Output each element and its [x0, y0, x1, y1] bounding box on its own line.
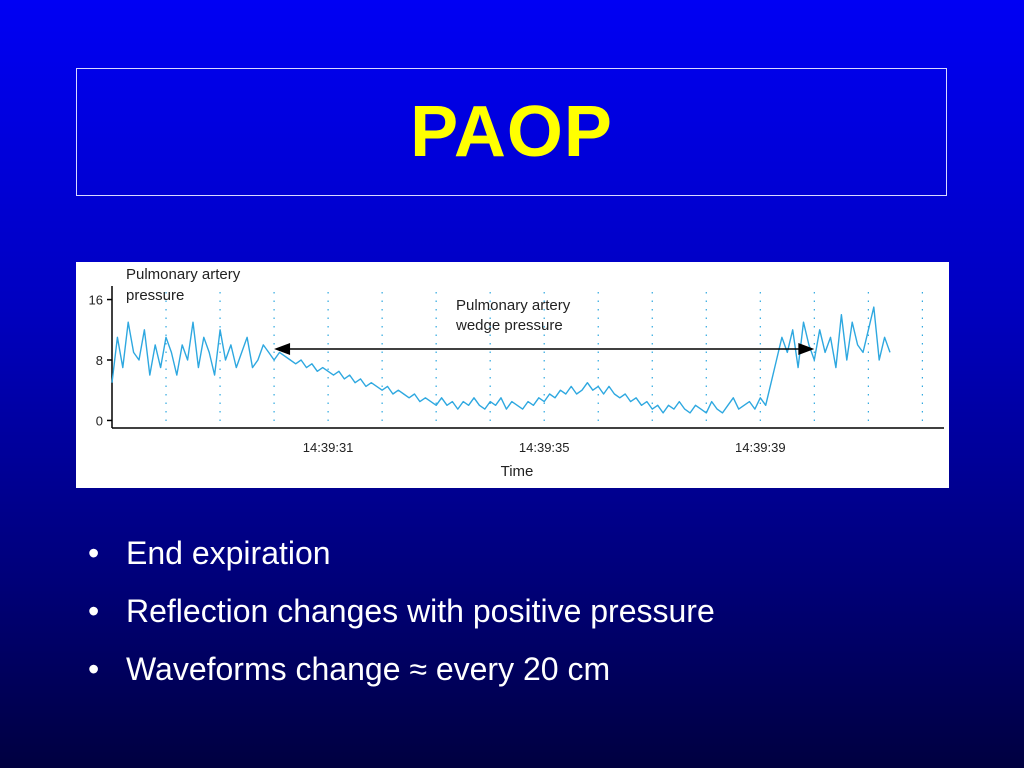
bullet-list: • End expiration • Reflection changes wi… — [88, 530, 715, 704]
bullet-text: End expiration — [126, 535, 331, 571]
wedge-arrow-right-head — [798, 343, 815, 355]
bullet-glyph: • — [88, 535, 100, 571]
x-tick-label: 14:39:31 — [303, 440, 354, 455]
bullet-glyph: • — [88, 593, 100, 629]
pa-label-line1: Pulmonary artery — [126, 266, 241, 283]
slide-title: PAOP — [410, 92, 613, 172]
wedge-label-line1: Pulmonary artery — [456, 297, 571, 314]
y-tick-label: 0 — [96, 413, 103, 428]
bullet-item: • Waveforms change ≈ every 20 cm — [88, 646, 715, 704]
wedge-arrow-left-head — [274, 343, 291, 355]
pressure-waveform-chart: Pulmonary artery pressure Pulmonary arte… — [89, 266, 944, 480]
x-axis-label: Time — [501, 463, 534, 480]
wedge-label-line2: wedge pressure — [455, 317, 563, 334]
pressure-series-line — [111, 306, 891, 414]
chart-panel: Pulmonary artery pressure Pulmonary arte… — [76, 262, 949, 488]
bullet-item: • End expiration — [88, 530, 715, 588]
bullet-text: Waveforms change ≈ every 20 cm — [126, 651, 611, 687]
title-box: PAOP — [76, 68, 947, 196]
bullet-item: • Reflection changes with positive press… — [88, 588, 715, 646]
bullet-text: Reflection changes with positive pressur… — [126, 593, 715, 629]
bullet-glyph: • — [88, 651, 100, 687]
y-tick-label: 8 — [96, 353, 103, 368]
x-tick-label: 14:39:39 — [735, 440, 786, 455]
y-tick-label: 16 — [89, 293, 103, 308]
pa-label-line2: pressure — [126, 287, 184, 304]
x-tick-label: 14:39:35 — [519, 440, 570, 455]
